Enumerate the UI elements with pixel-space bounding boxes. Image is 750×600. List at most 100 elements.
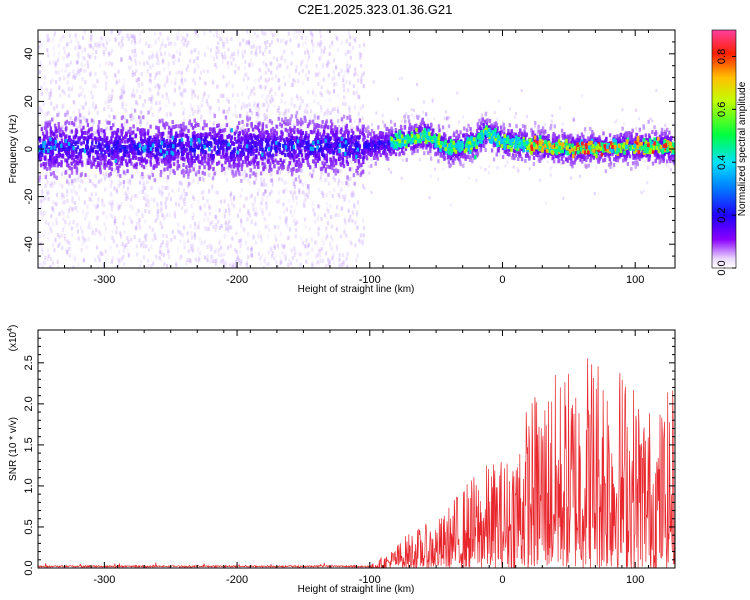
noise-speckle	[81, 210, 85, 215]
noise-speckle	[62, 103, 65, 108]
spectral-cell	[61, 154, 65, 159]
noise-speckle	[208, 189, 211, 194]
noise-speckle	[362, 71, 366, 76]
noise-speckle	[216, 41, 220, 46]
noise-speckle	[87, 64, 90, 69]
noise-speckle	[159, 47, 162, 52]
noise-speckle	[114, 219, 117, 224]
spectral-cell	[313, 126, 316, 131]
noise-speckle	[157, 108, 160, 113]
spectral-cell	[651, 161, 655, 166]
noise-speckle	[77, 67, 80, 72]
noise-speckle	[264, 70, 267, 75]
noise-speckle	[142, 181, 145, 186]
spectral-cell	[233, 136, 237, 141]
noise-speckle	[249, 156, 252, 161]
noise-speckle	[304, 50, 307, 55]
noise-speckle	[154, 84, 157, 89]
noise-speckle	[67, 63, 70, 68]
noise-speckle	[320, 217, 323, 222]
noise-speckle	[170, 80, 173, 85]
spectral-cell	[199, 160, 202, 165]
spectral-cell	[45, 130, 49, 135]
spectral-cell	[152, 165, 156, 170]
noise-speckle	[156, 51, 159, 56]
noise-speckle	[50, 214, 53, 219]
spectral-cell	[235, 129, 238, 134]
noise-speckle	[344, 159, 347, 164]
noise-speckle	[171, 188, 174, 193]
noise-speckle	[203, 81, 207, 86]
noise-speckle	[359, 63, 363, 68]
spectral-cell	[254, 172, 257, 177]
noise-speckle	[338, 252, 341, 257]
noise-speckle	[655, 89, 658, 93]
noise-speckle	[321, 194, 325, 199]
noise-speckle	[331, 40, 334, 45]
noise-speckle	[247, 178, 250, 183]
noise-speckle	[230, 225, 233, 230]
noise-speckle	[194, 81, 197, 86]
noise-speckle	[256, 173, 259, 178]
noise-speckle	[320, 170, 323, 175]
noise-speckle	[155, 54, 159, 59]
spectral-cell	[362, 137, 365, 142]
noise-speckle	[337, 109, 340, 114]
spectral-cell	[521, 124, 525, 129]
noise-speckle	[126, 248, 129, 253]
noise-speckle	[126, 142, 129, 147]
noise-speckle	[263, 40, 267, 45]
noise-speckle	[272, 151, 275, 156]
noise-speckle	[177, 36, 180, 41]
spectral-cell	[592, 154, 595, 159]
spectral-cell	[314, 156, 317, 161]
noise-speckle	[63, 225, 66, 230]
spectral-cell	[155, 125, 158, 130]
spectral-cell	[237, 121, 241, 126]
noise-speckle	[161, 185, 164, 190]
noise-speckle	[167, 96, 170, 101]
noise-speckle	[390, 170, 393, 174]
noise-speckle	[122, 166, 125, 171]
noise-speckle	[265, 183, 268, 188]
noise-speckle	[317, 232, 320, 237]
noise-speckle	[62, 217, 65, 222]
noise-speckle	[306, 76, 309, 81]
spectral-cell	[217, 123, 221, 128]
noise-speckle	[285, 180, 288, 185]
noise-speckle	[262, 179, 266, 184]
noise-speckle	[341, 194, 345, 199]
noise-speckle	[159, 220, 162, 225]
spectral-cell	[45, 143, 49, 148]
noise-speckle	[130, 93, 134, 98]
noise-speckle	[615, 119, 618, 123]
spectral-cell	[333, 137, 336, 142]
noise-speckle	[354, 243, 357, 248]
noise-speckle	[203, 31, 206, 36]
noise-speckle	[53, 248, 56, 253]
noise-speckle	[38, 263, 41, 268]
noise-speckle	[228, 166, 231, 171]
noise-speckle	[140, 153, 143, 158]
noise-speckle	[294, 144, 297, 149]
noise-speckle	[165, 135, 168, 140]
noise-speckle	[360, 79, 363, 84]
noise-speckle	[123, 78, 126, 83]
spectral-cell	[182, 146, 185, 151]
spectral-cell	[360, 163, 363, 168]
noise-speckle	[260, 253, 264, 258]
noise-speckle	[266, 163, 269, 168]
noise-speckle	[299, 102, 302, 107]
spectral-cell	[335, 127, 339, 132]
noise-speckle	[487, 171, 490, 175]
noise-speckle	[177, 30, 180, 33]
spectral-cell	[104, 157, 107, 162]
spectral-cell	[257, 151, 261, 156]
noise-speckle	[312, 167, 315, 172]
noise-speckle	[164, 186, 167, 191]
noise-speckle	[251, 252, 254, 257]
noise-speckle	[114, 134, 117, 139]
spectral-cell	[159, 169, 163, 174]
noise-speckle	[341, 181, 344, 186]
noise-speckle	[237, 66, 240, 71]
